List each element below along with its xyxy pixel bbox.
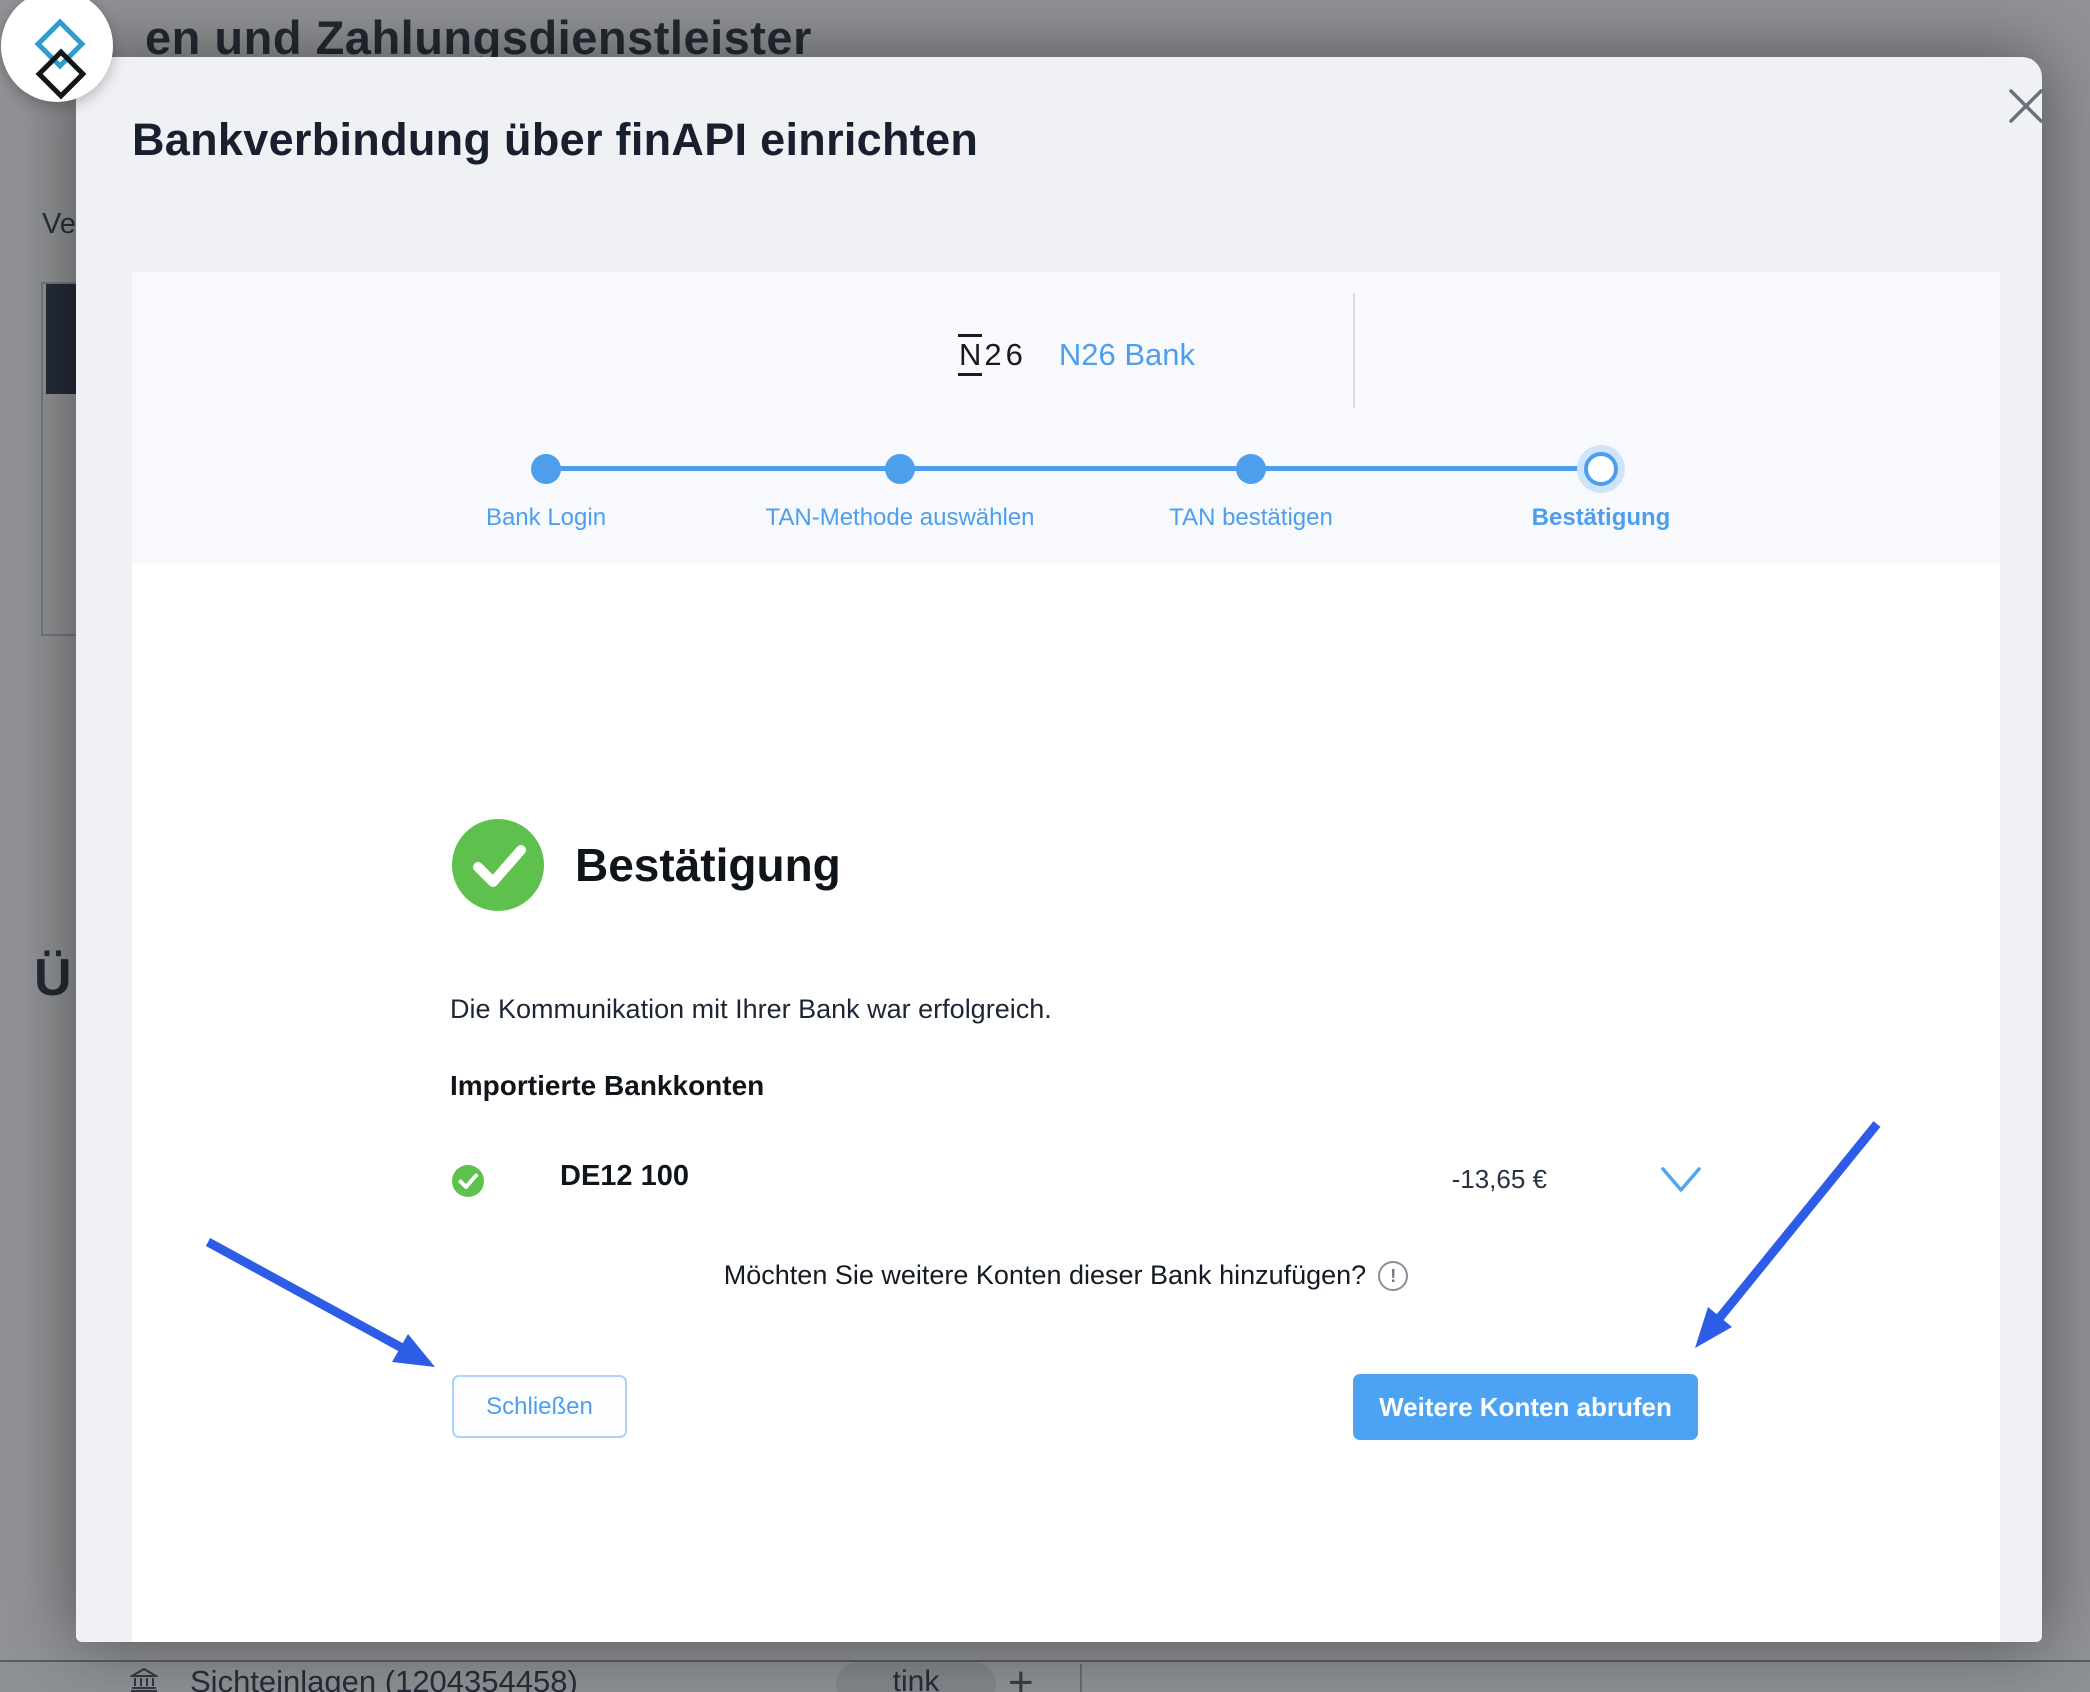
schliessen-button[interactable]: Schließen [452, 1375, 627, 1438]
account-iban: DE12 100 [560, 1160, 689, 1192]
n26-logo: N 26 [958, 333, 1027, 377]
account-expand-button[interactable] [1660, 1166, 1702, 1197]
stepper-connector-line [546, 466, 1601, 471]
bank-name: N26 Bank [1058, 337, 1196, 372]
floating-logo-badge[interactable] [1, 0, 113, 102]
bank-identity: N 26 N26 Bank [958, 322, 1195, 388]
success-check-icon [452, 819, 544, 911]
imported-accounts-heading: Importierte Bankkonten [450, 1070, 765, 1101]
diamond-logo-icon-2 [35, 48, 87, 100]
n26-logo-n: N [958, 333, 983, 377]
confirmation-message: Die Kommunikation mit Ihrer Bank war erf… [450, 994, 1052, 1024]
close-icon [2009, 88, 2043, 123]
modal-content-card: N 26 N26 Bank Bank Login TAN-Methode aus… [132, 272, 2000, 1642]
stepper-section: N 26 N26 Bank Bank Login TAN-Methode aus… [132, 272, 2000, 565]
confirmation-heading: Bestätigung [575, 839, 841, 891]
step-dot-bestaetigung [1584, 452, 1618, 486]
close-button[interactable] [2001, 82, 2051, 132]
chevron-down-icon [1661, 1167, 1701, 1192]
finapi-modal: Bankverbindung über finAPI einrichten N … [76, 57, 2043, 1642]
modal-title: Bankverbindung über finAPI einrichten [132, 114, 979, 165]
step-label-tan-bestaetigen: TAN bestätigen [1169, 504, 1333, 531]
step-label-tan-methode: TAN-Methode auswählen [765, 504, 1035, 531]
step-dot-tan-bestaetigen [1236, 454, 1266, 484]
step-dot-tan-methode [885, 454, 915, 484]
step-label-bank-login: Bank Login [485, 504, 607, 531]
step-dot-bank-login [531, 454, 561, 484]
header-divider [1353, 293, 1355, 408]
step-label-bestaetigung: Bestätigung [1531, 504, 1671, 531]
info-icon[interactable]: ! [1378, 1260, 1409, 1291]
add-more-accounts-question: Möchten Sie weitere Konten dieser Bank h… [132, 1260, 2000, 1291]
n26-logo-suffix: 26 [984, 336, 1027, 372]
weitere-konten-abrufen-button[interactable]: Weitere Konten abrufen [1353, 1374, 1698, 1440]
question-text: Möchten Sie weitere Konten dieser Bank h… [723, 1260, 1367, 1290]
account-balance: -13,65 € [1451, 1164, 1547, 1194]
account-check-icon [452, 1165, 484, 1197]
